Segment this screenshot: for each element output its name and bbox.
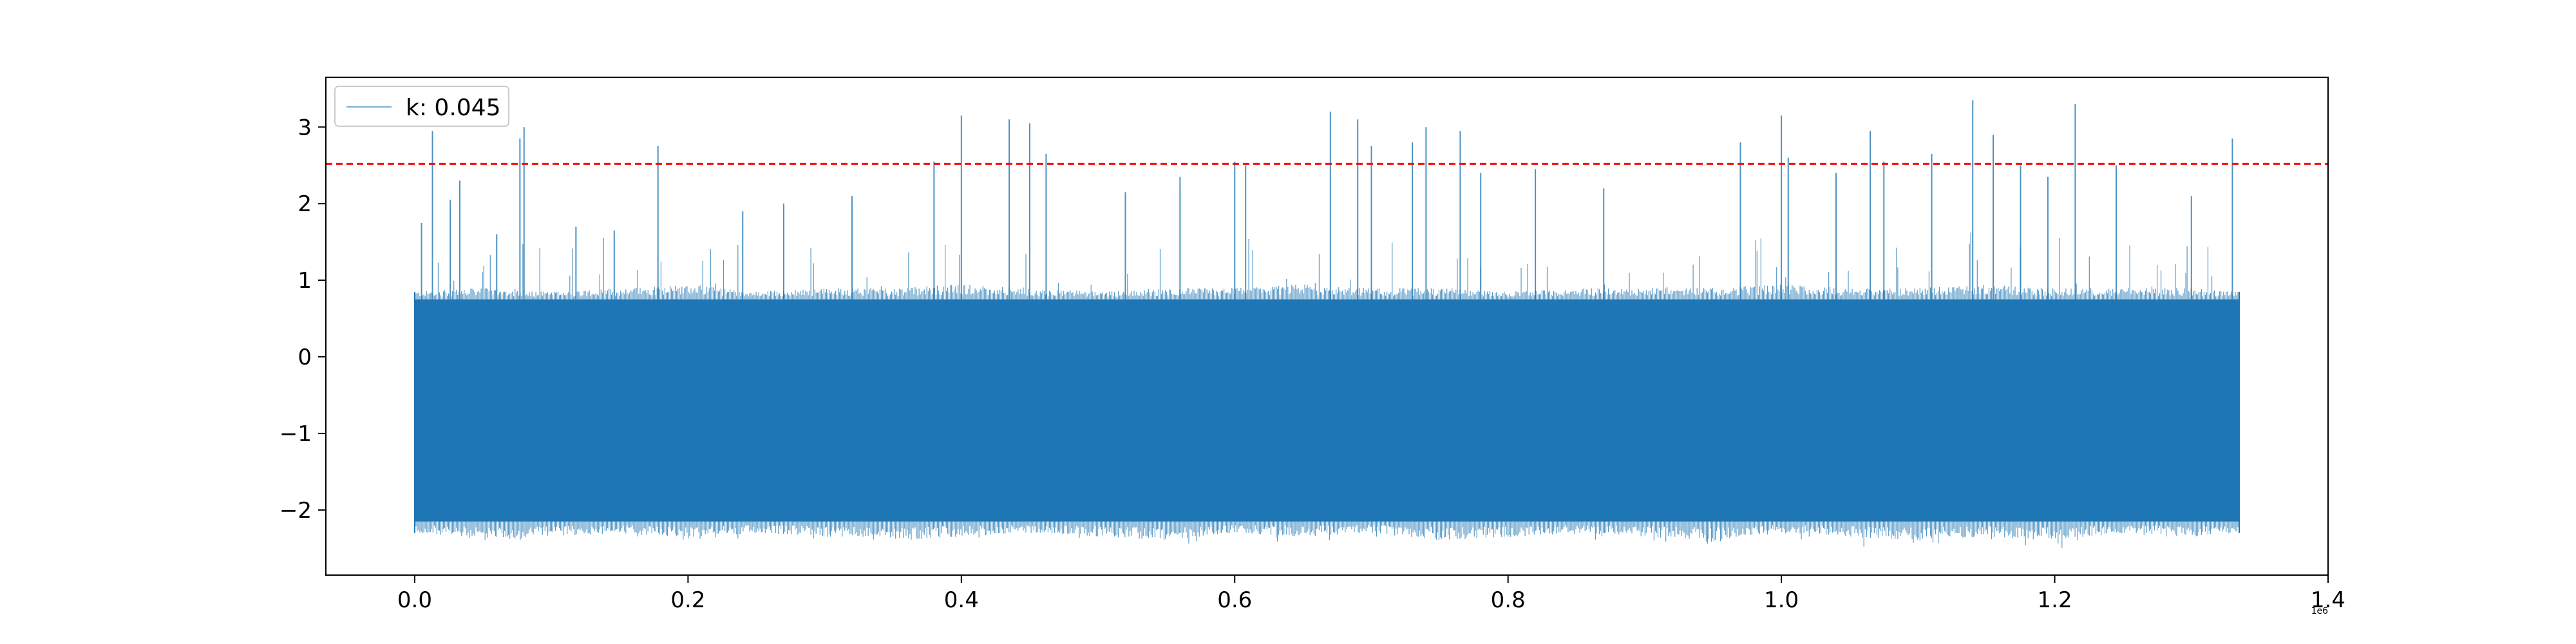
series-layer: [413, 100, 2240, 548]
x-axis-offset-label: 1e6: [2311, 606, 2329, 616]
x-tick-label: 0.6: [1217, 587, 1252, 613]
plot-frame: [325, 77, 2329, 576]
x-tick-label: 0.8: [1491, 587, 1526, 613]
x-tick-label: 1.2: [2038, 587, 2072, 613]
legend-box: [334, 86, 509, 127]
x-tick-label: 1.4: [2311, 587, 2345, 613]
legend: k: 0.045: [334, 86, 509, 127]
y-tick-label: 2: [298, 191, 312, 217]
y-tick-label: 3: [298, 115, 312, 140]
x-tick-label: 0.0: [397, 587, 432, 613]
x-tick-label: 1.0: [1764, 587, 1799, 613]
y-tick-label: −2: [279, 498, 312, 524]
series-line: [413, 100, 2240, 548]
y-tick-label: 1: [298, 268, 312, 294]
legend-label: k: 0.045: [406, 95, 500, 121]
x-axis: 0.0 0.2 0.4 0.6 0.8 1.0 1.2 1.4: [397, 575, 2345, 613]
y-tick-label: −1: [279, 421, 312, 447]
y-axis: −2 −1 0 1 2 3: [279, 115, 326, 524]
x-tick-label: 0.2: [670, 587, 705, 613]
x-tick-label: 0.4: [944, 587, 979, 613]
y-tick-label: 0: [298, 345, 312, 370]
